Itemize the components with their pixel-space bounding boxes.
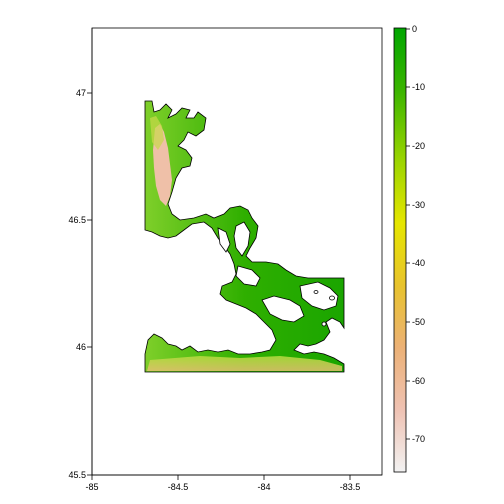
islands: [217, 221, 339, 327]
y-tick-label: 45.5: [68, 470, 86, 480]
island-small-3: [329, 295, 335, 301]
legend-tick-label: -40: [412, 258, 425, 268]
island-channel: [235, 265, 261, 287]
x-tick-label: -84: [257, 482, 270, 492]
x-tick-label: -83.5: [340, 482, 361, 492]
legend-tick-label: -30: [412, 200, 425, 210]
legend-tick-label: -50: [412, 317, 425, 327]
x-tick-label: -85: [85, 482, 98, 492]
island-neebish: [217, 227, 231, 253]
island-small-2: [321, 321, 327, 327]
island-drummond: [261, 295, 305, 323]
y-tick-label: 46.5: [68, 215, 86, 225]
legend-tick-label: -60: [412, 376, 425, 386]
shoal-area-whitefish: [150, 116, 164, 150]
y-tick-label: 47: [76, 88, 86, 98]
y-tick-label: 46: [76, 342, 86, 352]
legend-tick-label: -20: [412, 141, 425, 151]
island-small-1: [313, 290, 319, 294]
island-east: [299, 281, 339, 311]
legend-tick-label: -70: [412, 434, 425, 444]
x-tick-label: -84.5: [168, 482, 189, 492]
y-axis: [87, 28, 93, 476]
island-sugar: [233, 221, 251, 257]
x-axis: [91, 474, 382, 480]
legend-ticks: [406, 28, 410, 440]
color-legend-bar: [393, 27, 407, 473]
legend-tick-label: -10: [412, 82, 425, 92]
southern-shelf: [147, 356, 342, 371]
legend-tick-label: 0: [412, 24, 417, 34]
